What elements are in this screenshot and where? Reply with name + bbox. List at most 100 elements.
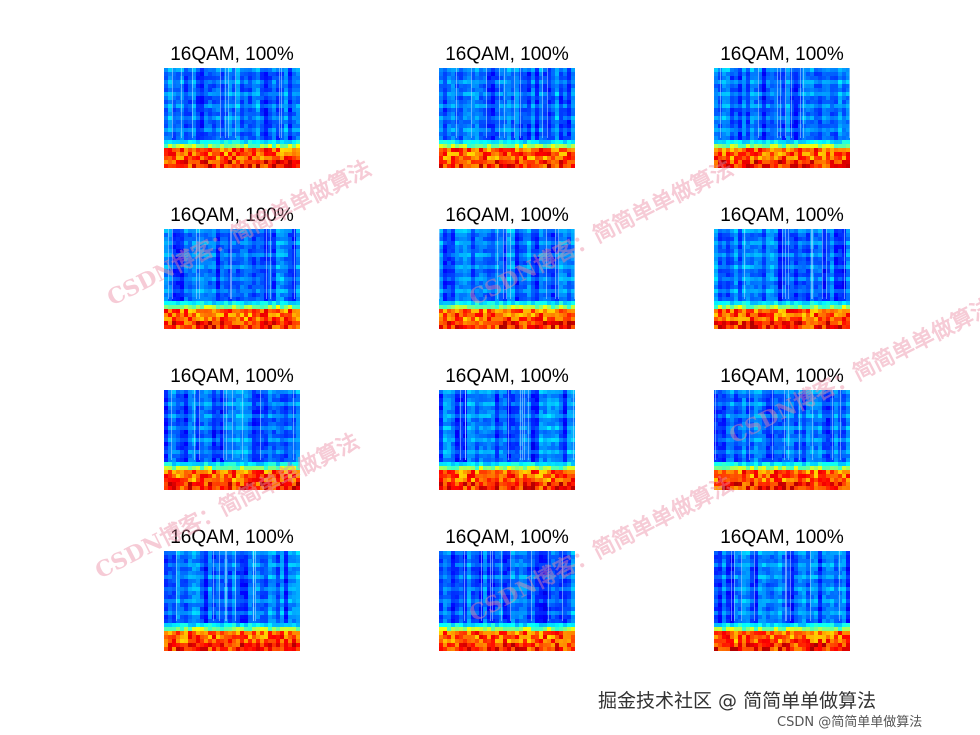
heatmap-cell — [439, 152, 444, 157]
heatmap-cell — [252, 164, 257, 168]
heatmap-cell — [535, 96, 540, 101]
heatmap-cell — [531, 100, 536, 105]
heatmap-cell — [806, 136, 811, 141]
heatmap-cell — [539, 317, 544, 322]
heatmap-cell — [479, 124, 484, 129]
heatmap-cell — [216, 309, 221, 314]
heatmap-cell — [200, 261, 205, 266]
heatmap-cell — [714, 160, 719, 165]
heatmap-cell — [503, 128, 508, 133]
heatmap-cell — [216, 88, 221, 93]
heatmap-cell — [798, 229, 803, 234]
heatmap-cell — [822, 84, 827, 89]
heatmap-cell — [766, 245, 771, 250]
heatmap-cell — [443, 72, 448, 77]
heatmap-cell — [722, 88, 727, 93]
heatmap-cell — [535, 164, 540, 168]
heatmap-cell — [455, 104, 460, 109]
heatmap-cell — [232, 229, 237, 234]
heatmap-cell — [535, 233, 540, 238]
heatmap-cell — [770, 104, 775, 109]
heatmap-cell — [240, 116, 245, 121]
heatmap-cell — [228, 148, 233, 153]
heatmap-cell — [451, 229, 456, 234]
heatmap-cell — [830, 100, 835, 105]
heatmap-cell — [794, 229, 799, 234]
heatmap-cell — [543, 229, 548, 234]
heatmap-cell — [523, 285, 528, 290]
heatmap-cell — [236, 164, 241, 168]
heatmap-cell — [535, 76, 540, 81]
heatmap-cell — [726, 233, 731, 238]
panel-title: 16QAM, 100% — [445, 44, 569, 65]
heatmap-cell — [842, 164, 847, 168]
heatmap-cell — [555, 84, 560, 89]
heatmap-cell — [543, 281, 548, 286]
heatmap-cell — [778, 140, 783, 145]
heatmap-cell — [770, 152, 775, 157]
heatmap-cell — [276, 305, 281, 310]
heatmap-cell — [738, 297, 743, 302]
heatmap-cell — [730, 116, 735, 121]
heatmap-cell — [802, 116, 807, 121]
heatmap-cell — [479, 233, 484, 238]
heatmap-cell — [244, 164, 249, 168]
heatmap-cell — [830, 160, 835, 165]
heatmap-cell — [212, 156, 217, 161]
heatmap-cell — [216, 321, 221, 326]
heatmap-cell — [547, 68, 552, 73]
heatmap-cell — [180, 152, 185, 157]
heatmap-cell — [742, 156, 747, 161]
heatmap-cell — [256, 253, 261, 258]
heatmap-cell — [754, 321, 759, 326]
heatmap-cell — [451, 241, 456, 246]
heatmap-cell — [531, 108, 536, 113]
spectrogram-gap-line — [546, 229, 547, 299]
heatmap-cell — [443, 301, 448, 306]
heatmap-cell — [260, 233, 265, 238]
heatmap-cell — [471, 293, 476, 298]
heatmap-cell — [834, 164, 839, 168]
heatmap-cell — [439, 108, 444, 113]
heatmap-cell — [212, 144, 217, 149]
heatmap-cell — [272, 108, 277, 113]
heatmap-cell — [168, 285, 173, 290]
heatmap-cell — [746, 144, 751, 149]
heatmap-cell — [539, 313, 544, 318]
heatmap-cell — [252, 144, 257, 149]
heatmap-cell — [822, 100, 827, 105]
heatmap-cell — [567, 100, 572, 105]
heatmap-cell — [168, 233, 173, 238]
heatmap-cell — [782, 80, 787, 85]
heatmap-cell — [730, 92, 735, 97]
heatmap-cell — [714, 237, 719, 242]
heatmap-cell — [527, 108, 532, 113]
heatmap-cell — [543, 265, 548, 270]
heatmap-cell — [547, 96, 552, 101]
heatmap-cell — [188, 72, 193, 77]
heatmap-cell — [455, 257, 460, 262]
heatmap-cell — [758, 261, 763, 266]
heatmap-cell — [758, 281, 763, 286]
heatmap-cell — [455, 229, 460, 234]
heatmap-cell — [778, 305, 783, 310]
heatmap-cell — [216, 136, 221, 141]
heatmap-cell — [531, 297, 536, 302]
heatmap-cell — [818, 257, 823, 262]
heatmap-cell — [188, 92, 193, 97]
heatmap-cell — [288, 309, 293, 314]
heatmap-cell — [750, 96, 755, 101]
heatmap-cell — [248, 305, 253, 310]
heatmap-cell — [511, 233, 516, 238]
heatmap-cell — [487, 265, 492, 270]
heatmap-cell — [491, 241, 496, 246]
heatmap-cell — [467, 273, 472, 278]
heatmap-cell — [447, 265, 452, 270]
heatmap-cell — [192, 136, 197, 141]
heatmap-cell — [758, 237, 763, 242]
heatmap-cell — [567, 148, 572, 153]
heatmap-cell — [551, 136, 556, 141]
heatmap-cell — [296, 112, 300, 117]
heatmap-cell — [503, 116, 508, 121]
heatmap-cell — [204, 313, 209, 318]
